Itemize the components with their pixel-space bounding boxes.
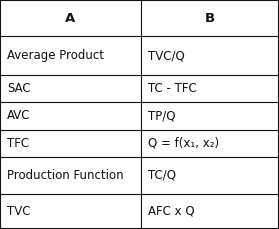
- Text: TVC: TVC: [7, 205, 30, 218]
- Text: TC - TFC: TC - TFC: [148, 82, 197, 95]
- Text: AVC: AVC: [7, 109, 30, 123]
- Text: TVC/Q: TVC/Q: [148, 49, 185, 62]
- Text: SAC: SAC: [7, 82, 31, 95]
- Text: TFC: TFC: [7, 137, 29, 150]
- Text: TC/Q: TC/Q: [148, 169, 176, 182]
- Text: A: A: [65, 12, 76, 25]
- Text: B: B: [205, 12, 215, 25]
- Text: Q = f(x₁, x₂): Q = f(x₁, x₂): [148, 137, 219, 150]
- Text: Production Function: Production Function: [7, 169, 124, 182]
- Text: Average Product: Average Product: [7, 49, 104, 62]
- Text: TP/Q: TP/Q: [148, 109, 175, 123]
- Text: AFC x Q: AFC x Q: [148, 205, 194, 218]
